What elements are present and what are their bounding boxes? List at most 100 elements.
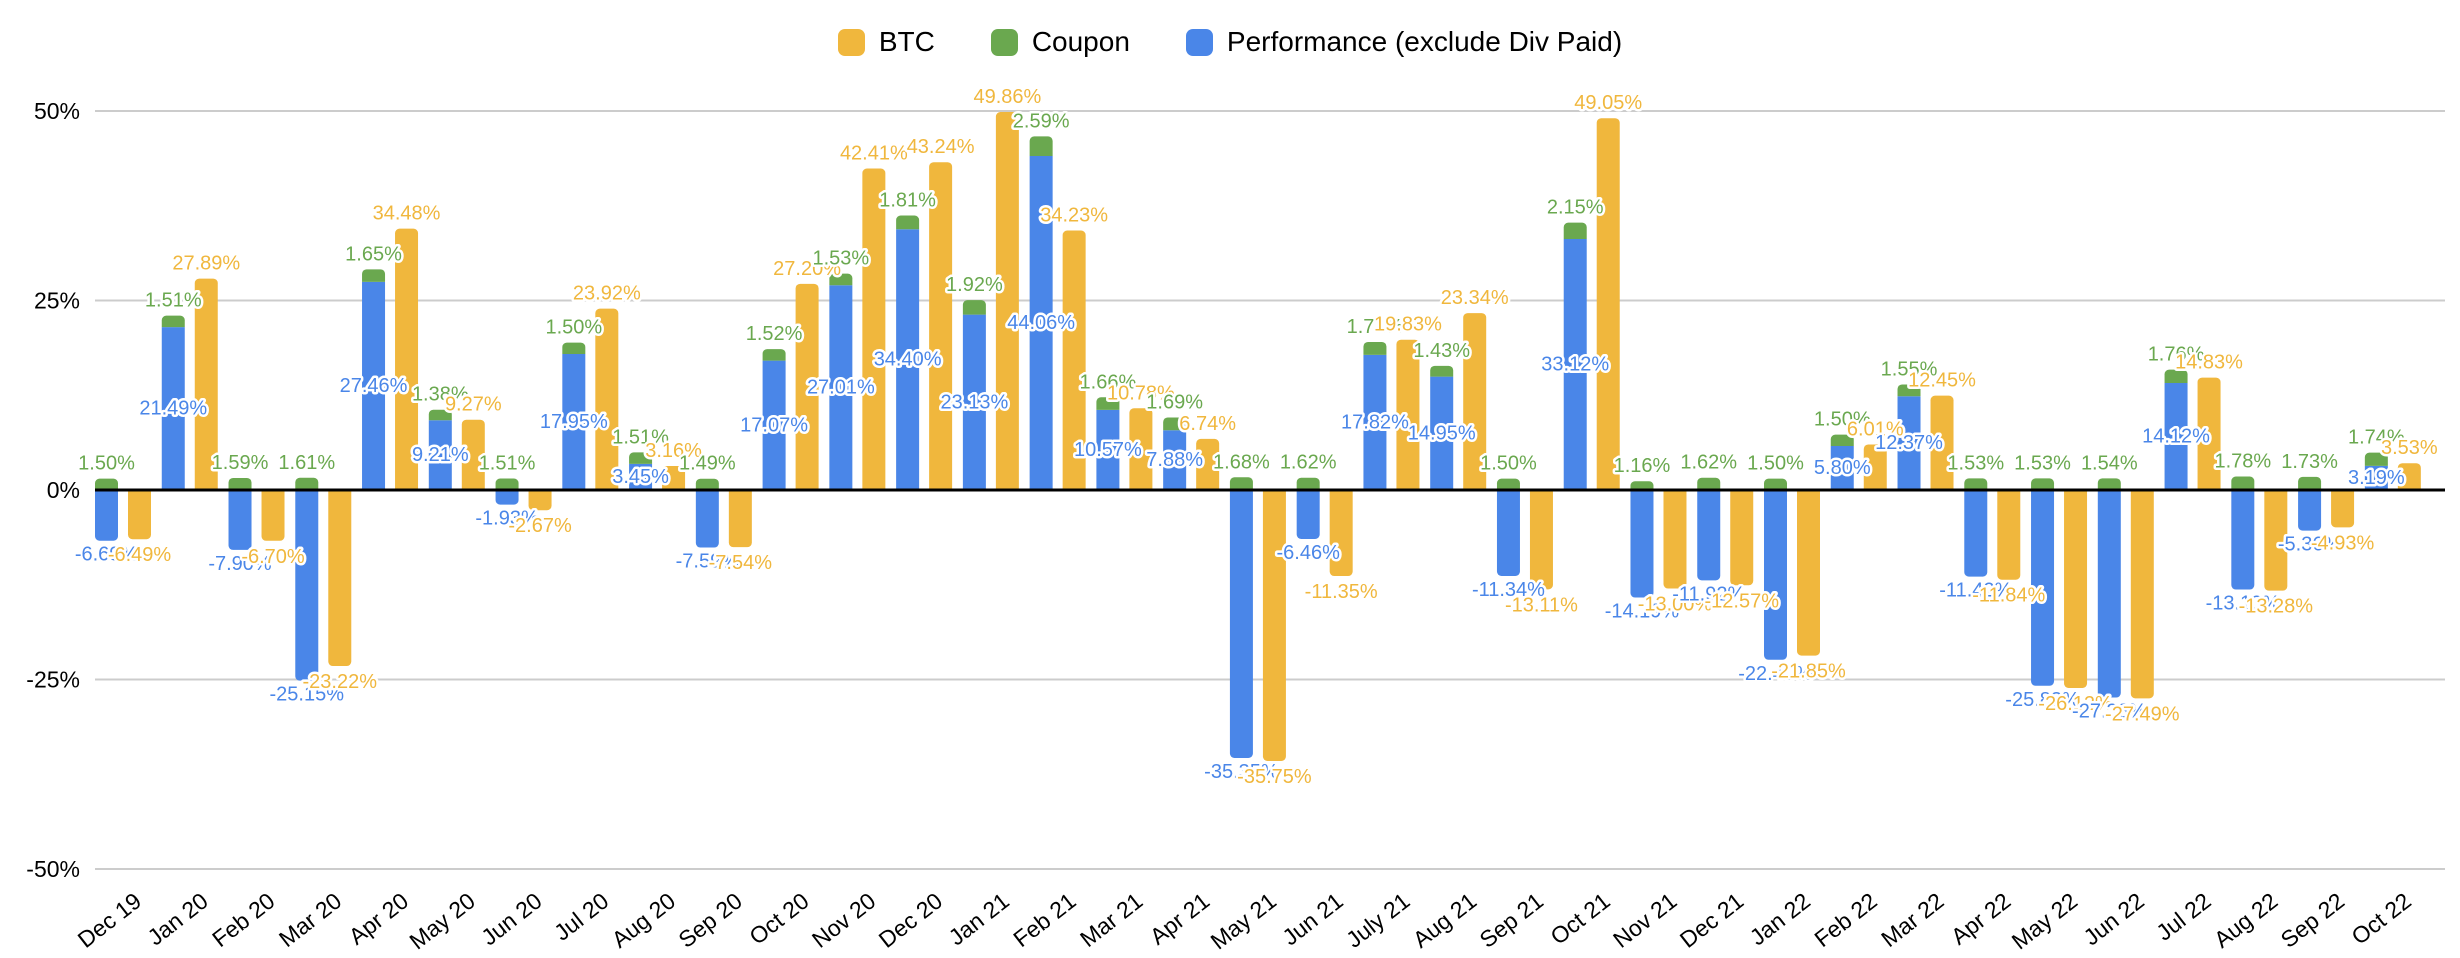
performance-bar[interactable] <box>1229 490 1253 758</box>
coupon-segment[interactable] <box>362 269 386 282</box>
performance-bar[interactable] <box>896 229 920 491</box>
btc-bar[interactable] <box>1997 490 2021 580</box>
coupon-segment[interactable] <box>2231 476 2255 490</box>
btc-bar[interactable] <box>728 490 752 548</box>
performance-bar[interactable] <box>295 490 319 681</box>
btc-bar[interactable] <box>795 283 819 490</box>
coupon-segment[interactable] <box>228 477 252 490</box>
btc-bar[interactable] <box>261 490 285 541</box>
btc-bar[interactable] <box>1396 339 1420 490</box>
btc-bar[interactable] <box>1596 118 1620 491</box>
performance-bar[interactable] <box>1764 490 1787 660</box>
performance-bar[interactable] <box>428 420 452 490</box>
performance-bar[interactable] <box>2097 490 2121 698</box>
btc-bar[interactable] <box>194 278 218 490</box>
performance-bar[interactable] <box>1563 238 1587 490</box>
performance-bar[interactable] <box>1163 430 1187 490</box>
coupon-segment[interactable] <box>1096 397 1120 410</box>
performance-bar[interactable] <box>2231 490 2255 590</box>
btc-bar[interactable] <box>2064 490 2088 688</box>
coupon-segment[interactable] <box>1964 478 1988 490</box>
coupon-segment[interactable] <box>1697 477 1721 490</box>
coupon-segment[interactable] <box>1897 384 1921 397</box>
performance-bar[interactable] <box>161 327 185 490</box>
btc-bar[interactable] <box>995 112 1019 490</box>
coupon-segment[interactable] <box>1029 136 1053 157</box>
btc-bar[interactable] <box>2397 463 2421 490</box>
btc-bar[interactable] <box>662 466 686 490</box>
btc-bar[interactable] <box>595 308 619 490</box>
btc-bar[interactable] <box>2331 490 2355 528</box>
coupon-segment[interactable] <box>1163 417 1187 431</box>
coupon-segment[interactable] <box>161 315 185 328</box>
btc-bar[interactable] <box>1663 490 1687 589</box>
btc-bar[interactable] <box>1463 313 1487 490</box>
coupon-segment[interactable] <box>1630 481 1654 490</box>
btc-bar[interactable] <box>128 490 151 540</box>
performance-bar[interactable] <box>1697 490 1721 581</box>
performance-bar[interactable] <box>1830 446 1854 490</box>
btc-bar[interactable] <box>862 168 886 490</box>
btc-bar[interactable] <box>2197 377 2221 490</box>
performance-bar[interactable] <box>2031 490 2055 686</box>
performance-bar[interactable] <box>1630 490 1654 598</box>
coupon-segment[interactable] <box>1563 222 1587 239</box>
coupon-segment[interactable] <box>1830 434 1854 447</box>
coupon-segment[interactable] <box>962 300 986 315</box>
performance-bar[interactable] <box>695 490 719 548</box>
btc-bar[interactable] <box>1529 490 1553 590</box>
btc-bar[interactable] <box>528 490 552 511</box>
coupon-segment[interactable] <box>1764 478 1787 490</box>
performance-bar[interactable] <box>228 490 252 550</box>
btc-bar[interactable] <box>461 419 485 490</box>
performance-bar[interactable] <box>95 490 118 541</box>
coupon-segment[interactable] <box>896 215 920 230</box>
legend-item-coupon[interactable]: Coupon <box>990 26 1130 58</box>
coupon-segment[interactable] <box>629 452 653 464</box>
coupon-segment[interactable] <box>2031 478 2055 490</box>
coupon-segment[interactable] <box>695 478 719 490</box>
legend-item-performance-exclude-div-paid[interactable]: Performance (exclude Div Paid) <box>1185 26 1622 58</box>
coupon-segment[interactable] <box>295 477 319 490</box>
performance-bar[interactable] <box>562 353 586 490</box>
coupon-segment[interactable] <box>829 273 853 286</box>
coupon-segment[interactable] <box>2164 369 2188 383</box>
performance-bar[interactable] <box>1430 376 1454 490</box>
performance-bar[interactable] <box>1964 490 1988 577</box>
coupon-segment[interactable] <box>1363 341 1387 355</box>
coupon-segment[interactable] <box>2097 478 2121 490</box>
coupon-segment[interactable] <box>1229 477 1253 490</box>
btc-bar[interactable] <box>1329 490 1353 577</box>
performance-bar[interactable] <box>1096 409 1120 490</box>
btc-bar[interactable] <box>328 490 352 667</box>
performance-bar[interactable] <box>1897 396 1921 490</box>
coupon-segment[interactable] <box>1430 365 1454 377</box>
coupon-segment[interactable] <box>95 478 118 490</box>
coupon-segment[interactable] <box>1496 478 1520 490</box>
performance-bar[interactable] <box>2364 465 2388 490</box>
btc-bar[interactable] <box>1730 490 1754 586</box>
coupon-segment[interactable] <box>495 478 519 490</box>
coupon-segment[interactable] <box>562 342 586 354</box>
btc-bar[interactable] <box>1262 490 1286 761</box>
btc-bar[interactable] <box>1062 230 1086 490</box>
performance-bar[interactable] <box>962 314 986 490</box>
performance-bar[interactable] <box>1363 354 1387 490</box>
performance-bar[interactable] <box>362 281 386 490</box>
btc-bar[interactable] <box>1129 408 1153 490</box>
coupon-segment[interactable] <box>2364 452 2388 466</box>
btc-bar[interactable] <box>929 162 953 491</box>
coupon-segment[interactable] <box>1296 477 1320 490</box>
performance-bar[interactable] <box>1296 490 1320 539</box>
coupon-segment[interactable] <box>2298 476 2322 490</box>
performance-bar[interactable] <box>495 490 519 505</box>
performance-bar[interactable] <box>1029 156 1053 490</box>
coupon-segment[interactable] <box>428 409 452 421</box>
performance-bar[interactable] <box>2164 382 2188 490</box>
btc-bar[interactable] <box>395 228 419 490</box>
btc-bar[interactable] <box>1930 395 1954 490</box>
legend-item-btc[interactable]: BTC <box>837 26 935 58</box>
btc-bar[interactable] <box>2264 490 2288 591</box>
btc-bar[interactable] <box>1196 438 1220 490</box>
performance-bar[interactable] <box>762 360 786 490</box>
